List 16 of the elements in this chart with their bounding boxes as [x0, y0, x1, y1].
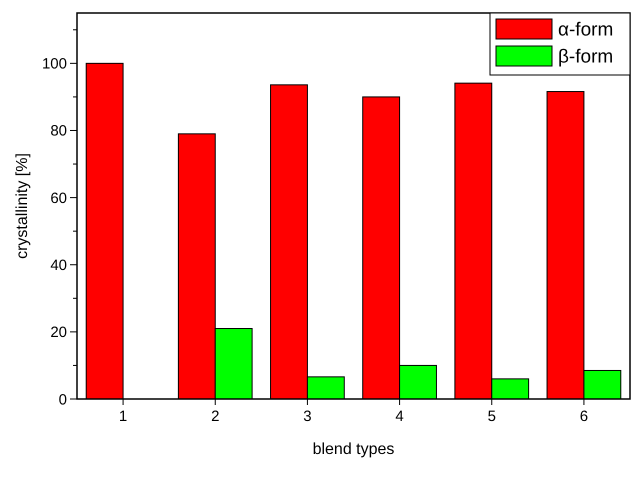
x-tick-label: 4	[395, 408, 404, 425]
y-tick-label: 60	[50, 190, 67, 207]
x-axis-title: blend types	[312, 441, 394, 458]
y-tick-label: 20	[50, 324, 67, 342]
y-tick-label: 40	[50, 256, 67, 274]
y-tick-label: 80	[50, 122, 67, 140]
y-tick-label: 0	[58, 391, 67, 408]
y-axis-title: crystallinity [%]	[14, 153, 31, 259]
y-tick-label: 100	[42, 56, 67, 73]
x-tick-label: 6	[580, 408, 588, 425]
legend-label: α-form	[558, 20, 614, 41]
x-tick-label: 2	[211, 408, 220, 425]
x-tick-label: 1	[118, 408, 128, 425]
legend-label: β-form	[558, 46, 614, 68]
x-tick-label: 3	[303, 408, 312, 425]
x-tick-label: 5	[488, 408, 496, 425]
